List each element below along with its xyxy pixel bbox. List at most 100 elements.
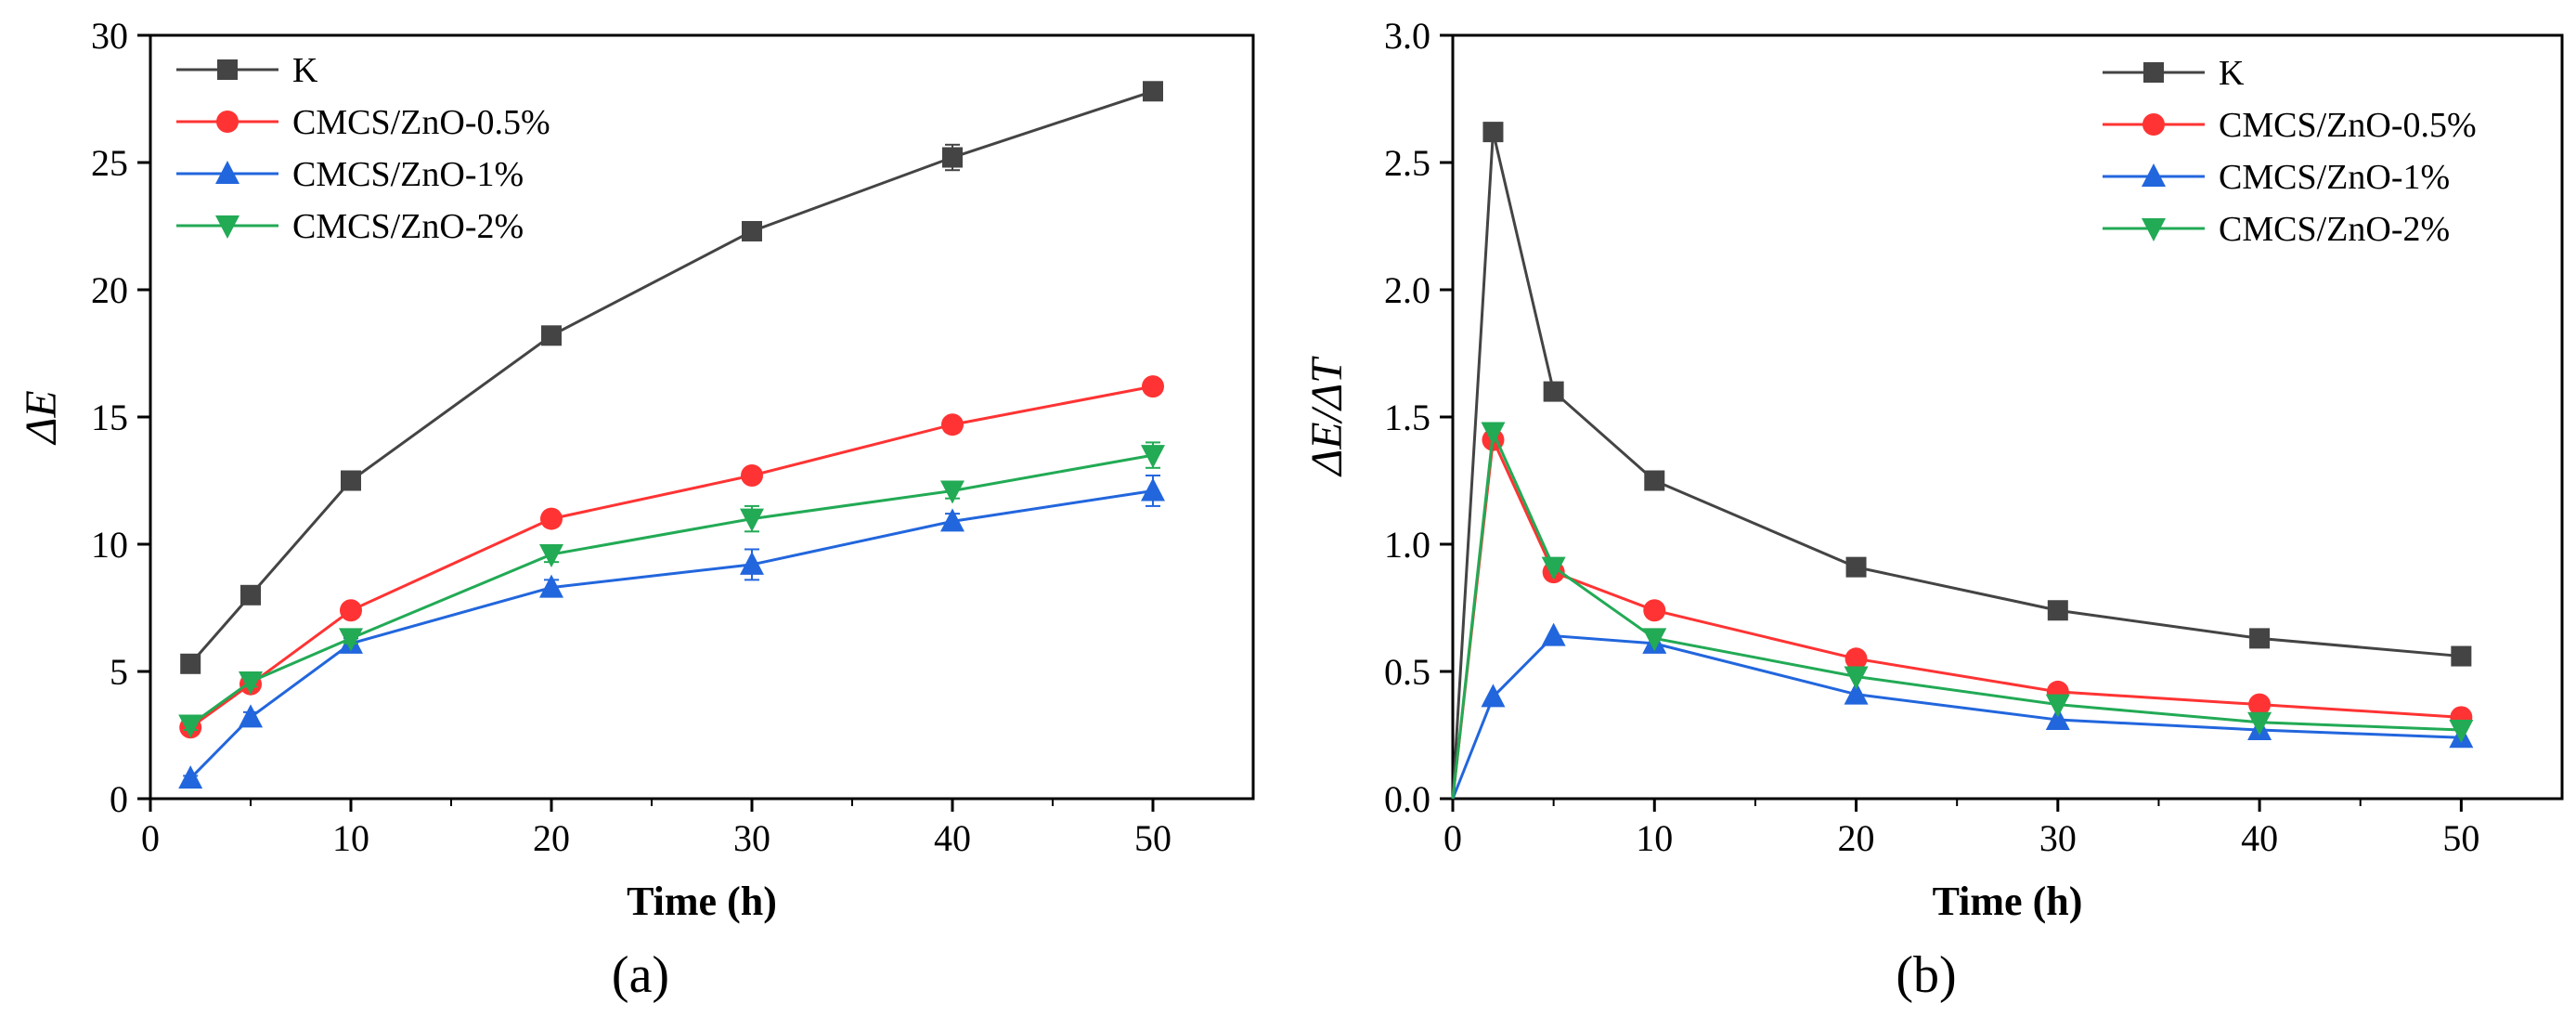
y-tick-label: 5 xyxy=(110,651,128,693)
y-tick-label: 3.0 xyxy=(1384,15,1430,57)
data-point xyxy=(2045,707,2070,731)
data-point xyxy=(1845,647,1868,671)
legend-marker xyxy=(217,59,238,80)
x-tick-label: 50 xyxy=(2442,817,2479,859)
legend-item: CMCS/ZnO-1% xyxy=(176,155,524,194)
data-point xyxy=(541,325,562,346)
series-cmcs-zno-0-5- xyxy=(179,375,1164,739)
data-point xyxy=(180,653,201,674)
data-point xyxy=(1481,422,1506,446)
data-point xyxy=(1141,477,1165,501)
series-line xyxy=(1451,634,2462,800)
data-point xyxy=(1143,81,1163,102)
data-point xyxy=(941,413,964,436)
x-axis-title: Time (h) xyxy=(627,879,777,924)
data-point xyxy=(2249,628,2271,649)
chart-panel-a: 0 10 20 30 40 50 0 5 10 15 20 25 30 Time (h) ΔE (a) K CMC… xyxy=(17,15,1255,1004)
series-k xyxy=(180,81,1163,674)
legend-label: CMCS/ZnO-2% xyxy=(292,207,524,246)
data-point xyxy=(341,470,361,491)
data-point xyxy=(2449,720,2474,744)
x-tick-label: 50 xyxy=(1134,817,1171,859)
legend-label: CMCS/ZnO-0.5% xyxy=(292,103,550,142)
legend-item: CMCS/ZnO-0.5% xyxy=(2103,106,2477,145)
y-axis-title: ΔE/ΔT xyxy=(1302,356,1352,477)
series-cmcs-zno-1- xyxy=(1451,622,2474,800)
legend-label: K xyxy=(2219,54,2245,93)
legend-label: CMCS/ZnO-1% xyxy=(2219,158,2450,197)
series-cmcs-zno-2- xyxy=(1451,422,2474,800)
data-point xyxy=(940,480,964,504)
y-tick-label: 15 xyxy=(91,397,128,438)
data-point xyxy=(1844,681,1869,705)
legend-item: K xyxy=(176,51,318,90)
chart-panel-b: 0 10 20 30 40 50 0.0 0.5 1.0 1.5 2.0 2.5 3.0 Time (h)… xyxy=(1302,15,2564,1004)
data-point xyxy=(2248,693,2272,716)
x-tick-label: 30 xyxy=(2039,817,2077,859)
legend-marker xyxy=(2142,113,2165,136)
legend-item: CMCS/ZnO-2% xyxy=(176,207,524,246)
data-point xyxy=(1642,628,1667,652)
y-tick-label: 0.5 xyxy=(1384,651,1430,693)
x-tick-label: 20 xyxy=(1838,817,1875,859)
y-tick-label: 2.5 xyxy=(1384,142,1430,184)
data-point xyxy=(178,765,203,789)
x-axis-title: Time (h) xyxy=(1933,879,2083,924)
data-point xyxy=(539,543,563,567)
data-point xyxy=(540,507,563,530)
x-tick-label: 10 xyxy=(332,817,369,859)
legend-item: CMCS/ZnO-0.5% xyxy=(176,103,550,142)
data-point xyxy=(2247,711,2272,736)
data-point xyxy=(239,704,263,728)
x-tick-label: 0 xyxy=(1443,817,1462,859)
y-tick-label: 25 xyxy=(91,142,128,184)
data-point xyxy=(740,551,764,575)
x-tick-label: 0 xyxy=(141,817,160,859)
y-tick-label: 1.0 xyxy=(1384,524,1430,566)
series-line xyxy=(189,384,1154,729)
data-point xyxy=(1482,122,1504,143)
series-line xyxy=(1451,426,2462,800)
data-point xyxy=(742,220,762,241)
data-point xyxy=(1541,622,1566,646)
data-point xyxy=(1543,381,1564,402)
legend-label: K xyxy=(292,51,318,90)
legend-item: CMCS/ZnO-1% xyxy=(2103,158,2450,197)
y-tick-label: 1.5 xyxy=(1384,397,1430,438)
legend-marker xyxy=(2142,218,2166,241)
data-point xyxy=(1845,556,1867,578)
legend-marker xyxy=(215,161,239,184)
y-tick-label: 0 xyxy=(110,778,128,820)
data-point xyxy=(942,147,963,168)
legend-label: CMCS/ZnO-1% xyxy=(292,155,524,194)
series-cmcs-zno-1- xyxy=(178,475,1165,789)
y-tick-label: 0.0 xyxy=(1384,778,1430,820)
data-point xyxy=(2451,645,2472,667)
x-tick-label: 40 xyxy=(934,817,971,859)
data-point xyxy=(1844,666,1869,690)
data-point xyxy=(1141,445,1165,469)
series-line xyxy=(189,453,1154,726)
y-tick-label: 30 xyxy=(91,15,128,57)
series-line xyxy=(1451,435,2462,800)
legend-marker xyxy=(2142,163,2166,187)
panel-caption: (a) xyxy=(612,946,669,1004)
data-point xyxy=(1481,684,1506,708)
data-point xyxy=(740,508,764,532)
series-line xyxy=(1451,131,2462,800)
data-point xyxy=(741,464,763,488)
y-tick-label: 2.0 xyxy=(1384,269,1430,311)
data-point xyxy=(340,599,362,622)
y-axis-title: ΔE xyxy=(17,390,66,446)
y-tick-label: 10 xyxy=(91,524,128,566)
data-point xyxy=(539,574,563,598)
data-point xyxy=(2045,694,2070,718)
legend-marker xyxy=(215,215,239,239)
series-k xyxy=(1451,122,2472,800)
legend-marker xyxy=(216,111,239,133)
data-point xyxy=(1643,599,1666,622)
legend-item: K xyxy=(2103,54,2245,93)
legend-label: CMCS/ZnO-0.5% xyxy=(2219,106,2477,145)
x-tick-label: 10 xyxy=(1636,817,1673,859)
